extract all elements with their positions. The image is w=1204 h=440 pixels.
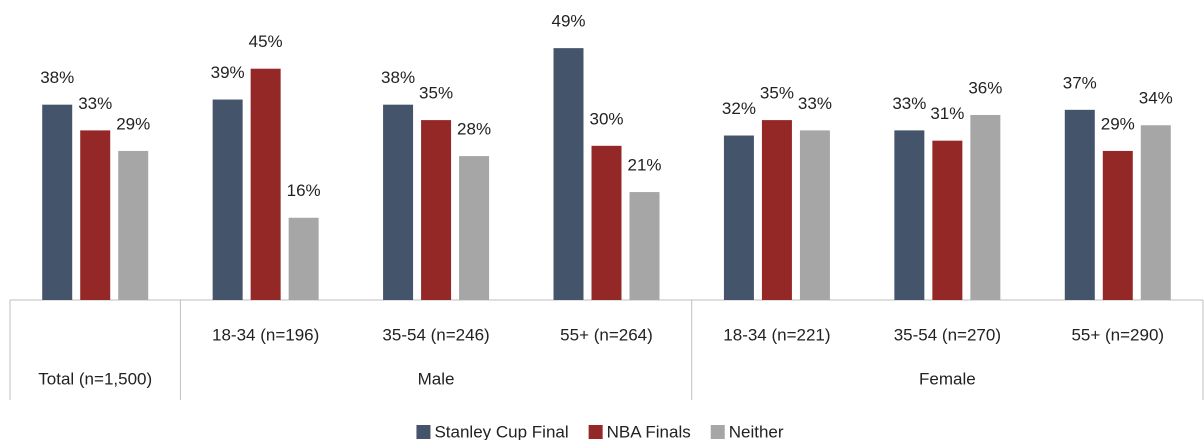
bar — [761, 120, 792, 300]
value-label: 33% — [798, 94, 832, 113]
x-tick-label: 35-54 (n=270) — [894, 325, 1001, 344]
bar — [80, 130, 111, 300]
value-label: 45% — [249, 32, 283, 51]
value-label: 30% — [589, 109, 623, 128]
bar — [591, 145, 622, 300]
value-label: 32% — [722, 99, 756, 118]
bar — [42, 104, 73, 301]
value-label: 35% — [419, 84, 453, 103]
bar — [1064, 109, 1095, 300]
bar — [1102, 150, 1133, 300]
bar — [894, 130, 925, 300]
value-label: 37% — [1063, 73, 1097, 92]
group-label: Male — [418, 369, 455, 388]
value-label: 49% — [551, 12, 585, 31]
legend-label: Stanley Cup Final — [434, 422, 568, 440]
value-label: 29% — [116, 114, 150, 133]
bar — [250, 68, 281, 300]
legend-swatch — [710, 425, 725, 439]
value-label: 33% — [78, 94, 112, 113]
value-label: 28% — [457, 120, 491, 139]
bar — [799, 130, 830, 300]
value-label: 39% — [211, 63, 245, 82]
legend-swatch — [416, 425, 431, 439]
legend-swatch — [588, 425, 603, 439]
x-tick-label: 18-34 (n=221) — [723, 325, 830, 344]
value-label: 38% — [381, 68, 415, 87]
x-tick-label: 55+ (n=264) — [560, 325, 653, 344]
value-label: 33% — [892, 94, 926, 113]
bar — [288, 217, 319, 300]
value-label: 16% — [287, 181, 321, 200]
legend-label: Neither — [729, 422, 784, 440]
value-label: 29% — [1101, 114, 1135, 133]
group-label: Female — [919, 369, 976, 388]
value-label: 36% — [968, 78, 1002, 97]
bar — [1140, 125, 1171, 301]
value-label: 38% — [40, 68, 74, 87]
x-tick-label: 55+ (n=290) — [1071, 325, 1164, 344]
x-tick-label: 35-54 (n=246) — [382, 325, 489, 344]
bar — [212, 99, 243, 300]
bar — [421, 120, 452, 300]
bar — [723, 135, 754, 300]
bar — [629, 192, 660, 300]
bar — [459, 156, 490, 300]
value-label: 21% — [627, 156, 661, 175]
group-label: Total (n=1,500) — [38, 369, 152, 388]
value-label: 35% — [760, 84, 794, 103]
bar — [932, 140, 963, 300]
legend-label: NBA Finals — [607, 422, 691, 440]
value-label: 31% — [930, 104, 964, 123]
bar — [383, 104, 414, 301]
x-tick-label: 18-34 (n=196) — [212, 325, 319, 344]
bar — [118, 150, 149, 300]
bar — [970, 114, 1001, 301]
value-label: 34% — [1139, 89, 1173, 108]
bar — [553, 48, 584, 300]
